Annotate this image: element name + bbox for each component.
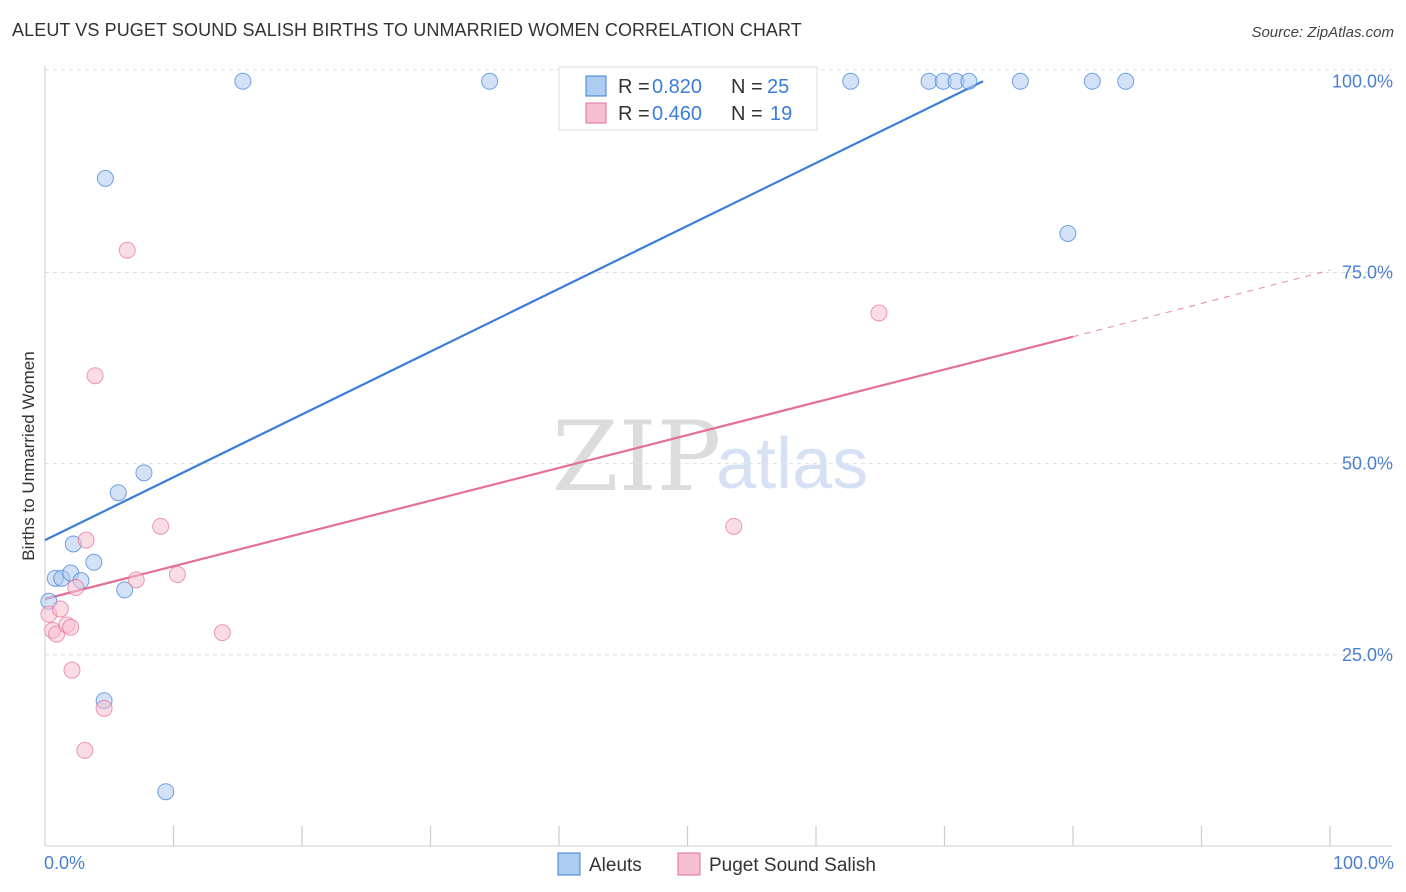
stats-legend: R = 0.820 N = 25 R = 0.460 N = 19 [558, 66, 818, 131]
grid-lines [45, 69, 1392, 656]
point-salish-15 [168, 566, 186, 584]
point-salish-10 [86, 367, 104, 385]
point-aleuts-12 [157, 783, 175, 801]
trend-lines [44, 80, 1331, 601]
point-salish-5 [62, 618, 80, 636]
point-aleuts-16 [842, 72, 860, 90]
stats-n-label-salish: N = [731, 103, 763, 125]
stats-n-value-aleuts: 25 [767, 76, 789, 98]
point-aleuts-9 [109, 484, 127, 502]
x-tick-label-min: 0.0% [44, 853, 85, 873]
data-points [40, 72, 1135, 801]
trend-line-aleuts [44, 80, 984, 542]
point-aleuts-21 [1011, 72, 1029, 90]
chart-title: ALEUT VS PUGET SOUND SALISH BIRTHS TO UN… [12, 20, 802, 40]
watermark-atlas: atlas [716, 424, 868, 504]
point-aleuts-10 [116, 581, 134, 599]
point-salish-12 [118, 241, 136, 259]
stats-r-label-aleuts: R = [618, 76, 650, 98]
point-aleuts-14 [481, 72, 499, 90]
y-axis-label: Births to Unmarried Women [19, 351, 38, 560]
point-aleuts-24 [1117, 72, 1135, 90]
y-tick-label-2: 75.0% [1342, 262, 1393, 282]
series-legend-swatch-salish [677, 852, 701, 876]
watermark: ZIP atlas [552, 401, 868, 513]
x-tick-label-max: 100.0% [1333, 853, 1394, 873]
series-legend-label-aleuts: Aleuts [589, 855, 642, 876]
point-salish-11 [95, 699, 113, 717]
point-salish-7 [67, 579, 85, 597]
trend-line-salish [44, 335, 1074, 601]
stats-legend-swatch-salish [585, 102, 607, 124]
series-legend-label-salish: Puget Sound Salish [709, 855, 876, 876]
point-aleuts-23 [1083, 72, 1101, 90]
watermark-zip: ZIP [552, 401, 721, 513]
y-tick-label-0: 25.0% [1342, 645, 1393, 665]
point-aleuts-6 [85, 553, 103, 571]
series-legend: Aleuts Puget Sound Salish [557, 852, 876, 876]
stats-r-value-salish: 0.460 [652, 103, 702, 125]
point-aleuts-22 [1059, 224, 1077, 242]
point-salish-9 [77, 531, 95, 549]
point-aleuts-13 [234, 72, 252, 90]
point-salish-16 [213, 624, 231, 642]
point-salish-17 [725, 517, 743, 535]
series-legend-swatch-aleuts [557, 852, 581, 876]
stats-n-label-aleuts: N = [731, 76, 763, 98]
point-salish-8 [76, 741, 94, 759]
stats-n-value-salish: 19 [770, 103, 792, 125]
source-credit: Source: ZipAtlas.com [1251, 24, 1394, 41]
y-tick-labels: 25.0% 50.0% 75.0% 100.0% [1332, 71, 1393, 665]
point-salish-6 [63, 661, 81, 679]
stats-r-label-salish: R = [618, 103, 650, 125]
point-aleuts-11 [135, 464, 153, 482]
point-salish-18 [870, 304, 888, 322]
trend-line-salish-extension [1072, 269, 1331, 338]
point-salish-14 [152, 517, 170, 535]
point-aleuts-17 [920, 72, 938, 90]
stats-r-value-aleuts: 0.820 [652, 76, 702, 98]
point-aleuts-20 [960, 72, 978, 90]
point-salish-3 [51, 600, 69, 618]
axes [44, 66, 1392, 847]
point-salish-13 [127, 571, 145, 589]
stats-legend-swatch-aleuts [585, 75, 607, 97]
y-tick-label-1: 50.0% [1342, 454, 1393, 474]
y-tick-label-3: 100.0% [1332, 71, 1393, 91]
point-aleuts-8 [96, 169, 114, 187]
